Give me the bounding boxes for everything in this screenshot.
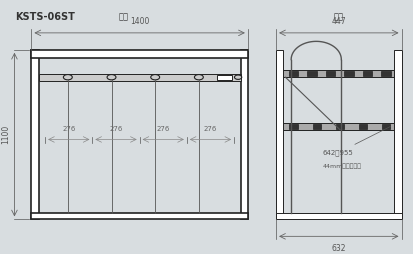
Bar <box>283 123 394 130</box>
Bar <box>359 124 367 129</box>
Bar <box>363 71 373 76</box>
Bar <box>381 71 391 76</box>
Bar <box>283 70 394 77</box>
Bar <box>276 50 283 219</box>
Bar <box>31 50 248 58</box>
Bar <box>313 124 321 129</box>
Text: 276: 276 <box>62 125 76 132</box>
Bar <box>31 50 39 219</box>
Text: 1400: 1400 <box>130 17 150 26</box>
Bar <box>336 124 344 129</box>
Bar <box>382 124 390 129</box>
Text: 447: 447 <box>332 17 346 26</box>
Text: 1100: 1100 <box>1 125 10 144</box>
Bar <box>218 75 233 80</box>
Bar <box>290 124 297 129</box>
Text: 44mm刻みで可変: 44mm刻みで可変 <box>323 163 362 169</box>
Bar <box>276 213 401 219</box>
Bar <box>240 50 248 219</box>
Bar <box>31 213 248 219</box>
Bar <box>394 50 401 219</box>
Bar <box>344 71 354 76</box>
Text: 276: 276 <box>157 125 170 132</box>
Bar <box>326 71 335 76</box>
Bar <box>289 71 298 76</box>
Text: 276: 276 <box>109 125 123 132</box>
Text: 632: 632 <box>332 244 346 253</box>
Text: 側面: 側面 <box>334 13 344 22</box>
Bar <box>307 71 317 76</box>
Text: 642～955: 642～955 <box>323 149 354 156</box>
Text: 正面: 正面 <box>119 13 128 22</box>
Text: 276: 276 <box>204 125 217 132</box>
Bar <box>39 74 240 81</box>
Text: KSTS-06ST: KSTS-06ST <box>15 12 75 22</box>
